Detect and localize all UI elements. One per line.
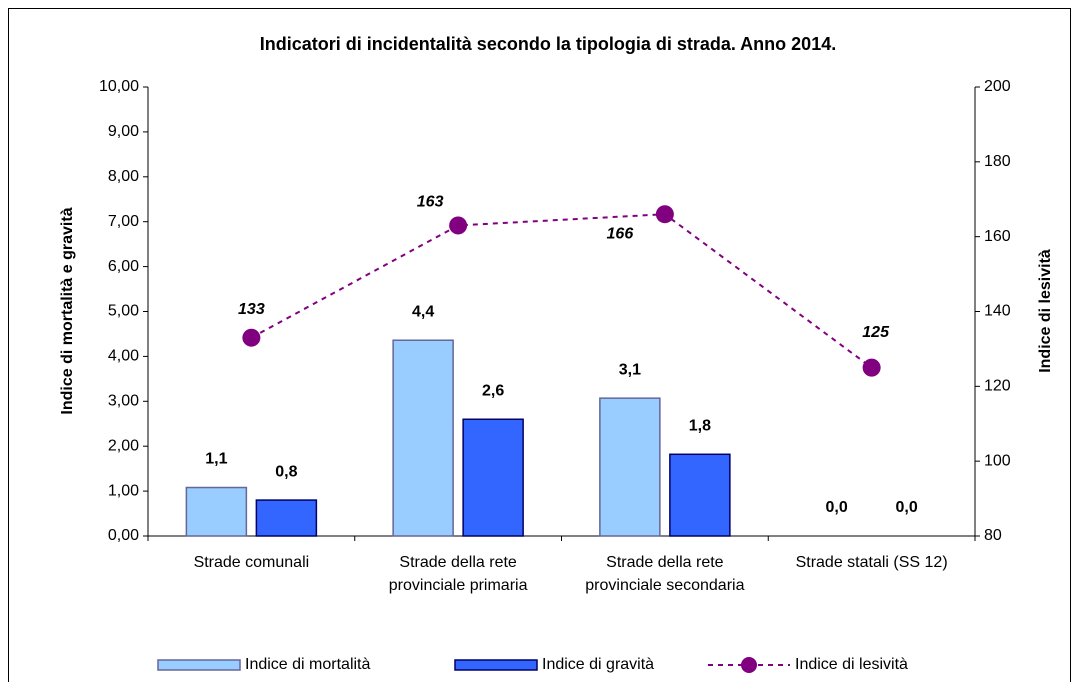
x-tick-label: Strade della rete <box>606 554 724 571</box>
line-marker <box>862 358 881 377</box>
y-tick-label: 1,00 <box>108 482 139 499</box>
y-tick-label: 3,00 <box>108 393 139 410</box>
bar <box>185 486 248 537</box>
bar <box>255 499 318 537</box>
legend-swatch <box>157 659 241 671</box>
chart-title: Indicatori di incidentalità secondo la t… <box>260 34 836 54</box>
x-tick-label: Strade della rete <box>399 554 517 571</box>
bar <box>599 397 661 537</box>
y-tick-label: 8,00 <box>108 168 139 185</box>
bar <box>669 453 731 537</box>
x-tick-label: Strade comunali <box>194 554 310 571</box>
bar-value-label: 2,6 <box>482 382 504 399</box>
legend-marker <box>741 657 757 673</box>
line-value-label: 163 <box>417 194 444 211</box>
line-value-label: 125 <box>862 324 890 341</box>
y-tick-label: 6,00 <box>108 258 139 275</box>
y2-axis-label: Indice di lesività <box>1037 249 1054 373</box>
line-marker <box>449 216 468 235</box>
line-marker <box>655 205 674 224</box>
bar <box>462 418 524 537</box>
x-tick-label: provinciale primaria <box>389 577 528 594</box>
bar-value-label: 4,4 <box>412 303 434 320</box>
bar-value-label: 0,8 <box>275 463 297 480</box>
y-axis-label: Indice di mortalità e gravità <box>59 207 76 414</box>
chart-border <box>8 8 1071 682</box>
line-value-label: 133 <box>238 301 265 318</box>
y-tick-label: 0,00 <box>108 527 139 544</box>
y-tick-label: 4,00 <box>108 348 139 365</box>
x-tick-label: provinciale secondaria <box>585 577 744 594</box>
bar-value-label: 1,8 <box>689 418 711 435</box>
y2-tick-label: 180 <box>984 153 1011 170</box>
bar-value-label: 0,0 <box>896 499 918 516</box>
line-marker <box>242 328 261 347</box>
x-tick-label: Strade statali (SS 12) <box>796 554 948 571</box>
legend-label: Indice di gravità <box>542 656 654 673</box>
y-tick-label: 7,00 <box>108 213 139 230</box>
legend-label: Indice di mortalità <box>245 656 370 673</box>
series-line <box>250 213 873 369</box>
y2-tick-label: 80 <box>984 527 1002 544</box>
bar-value-label: 0,0 <box>826 499 848 516</box>
y2-tick-label: 120 <box>984 378 1011 395</box>
y2-tick-label: 100 <box>984 452 1011 469</box>
bar-value-label: 1,1 <box>205 451 227 468</box>
y-tick-label: 2,00 <box>108 437 139 454</box>
legend-label: Indice di lesività <box>795 656 908 673</box>
y2-tick-label: 140 <box>984 303 1011 320</box>
y-tick-label: 9,00 <box>108 123 139 140</box>
bar <box>392 339 454 537</box>
y2-tick-label: 160 <box>984 228 1011 245</box>
bar-value-label: 3,1 <box>619 361 641 378</box>
y-tick-label: 5,00 <box>108 303 139 320</box>
line-value-label: 166 <box>607 225 634 242</box>
legend-swatch <box>454 659 538 671</box>
y-tick-label: 10,00 <box>99 78 139 95</box>
y2-tick-label: 200 <box>984 78 1011 95</box>
